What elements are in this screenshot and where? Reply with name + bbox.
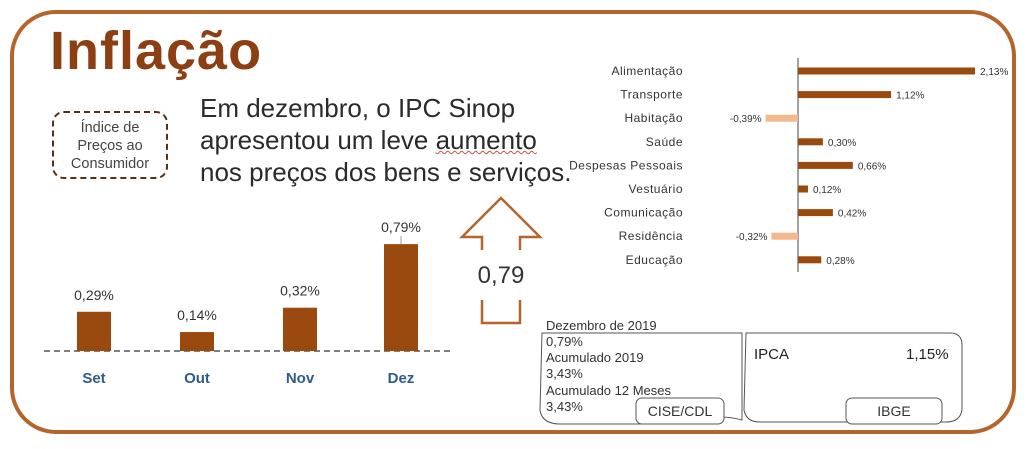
category-value-label: 0,28% [826,256,854,267]
bar-set [77,311,111,351]
bar-value-label: 0,79% [381,219,421,235]
category-tick-label: Transporte [620,88,683,102]
cise-source: CISE/CDL [648,403,713,419]
arrow-value: 0,79 [478,262,525,289]
headline-highlight: aumento [435,125,537,155]
cise-line-4: 3,43% [546,366,583,381]
category-tick-label: Alimentação [611,64,683,78]
category-bar [798,91,892,99]
category-bar [798,138,823,146]
category-value-label: 0,66% [858,161,886,172]
ipc-badge: Índice de Preços ao Consumidor [52,111,168,179]
month-tick-label: Dez [388,370,415,387]
category-bar [798,256,822,264]
bar-value-label: 0,32% [280,283,320,299]
cise-line-2: 0,79% [546,334,583,349]
cise-line-1: Dezembro de 2019 [546,318,657,333]
category-bar [771,232,798,240]
badge-line-1: Índice de [80,120,140,136]
category-bar [798,185,808,193]
ibge-source: IBGE [877,403,910,419]
category-tick-label: Residência [619,229,683,243]
badge-line-2: Preços ao [77,138,143,154]
headline-part2: nos preços dos bens e serviços. [200,157,572,187]
category-tick-label: Educação [626,253,683,267]
monthly-bar-chart: 0,29% Set 0,14% Out 0,32% Nov 0,79% Dez [44,219,452,387]
category-value-label: 0,42% [838,209,866,220]
cise-line-6: 3,43% [546,399,583,414]
category-value-label: 0,30% [828,138,856,149]
bar-value-label: 0,29% [74,287,114,303]
category-bar-chart: Alimentação 2,13% Transporte 1,12% Habitação… [569,58,1008,272]
bar-out [180,332,214,351]
month-tick-label: Nov [286,370,315,387]
headline-part1: Em dezembro, o IPC Sinop apresentou um l… [200,93,516,155]
category-value-label: -0,32% [736,232,768,243]
category-tick-label: Comunicação [604,206,683,220]
category-value-label: -0,39% [730,114,762,125]
category-bar [798,161,853,169]
category-tick-label: Saúde [646,135,683,149]
bar-value-label: 0,14% [177,307,217,323]
month-tick-label: Out [184,370,210,387]
ipca-label: IPCA [754,346,790,363]
headline: Em dezembro, o IPC Sinop apresentou um l… [200,92,580,188]
category-tick-label: Despesas Pessoais [569,158,683,172]
category-tick-label: Vestuário [628,182,683,196]
ipca-value: 1,15% [906,346,949,363]
ibge-source-box [845,397,943,425]
outer-frame [10,10,1016,434]
category-value-label: 0,12% [813,185,841,196]
category-value-label: 2,13% [980,67,1008,78]
category-value-label: 1,12% [896,91,924,102]
category-bar [798,67,975,75]
page-title: Inflação [50,21,263,81]
bar-nov [283,307,317,351]
cise-line-3: Acumulado 2019 [546,350,644,365]
cise-source-box [635,397,725,425]
category-bar [798,209,833,217]
cise-line-5: Acumulado 12 Meses [546,383,672,398]
ibge-card [743,332,963,423]
category-tick-label: Habitação [624,111,683,125]
bar-dez [384,244,418,351]
month-tick-label: Set [82,370,105,387]
badge-line-3: Consumidor [70,156,150,172]
category-bar [765,114,798,122]
